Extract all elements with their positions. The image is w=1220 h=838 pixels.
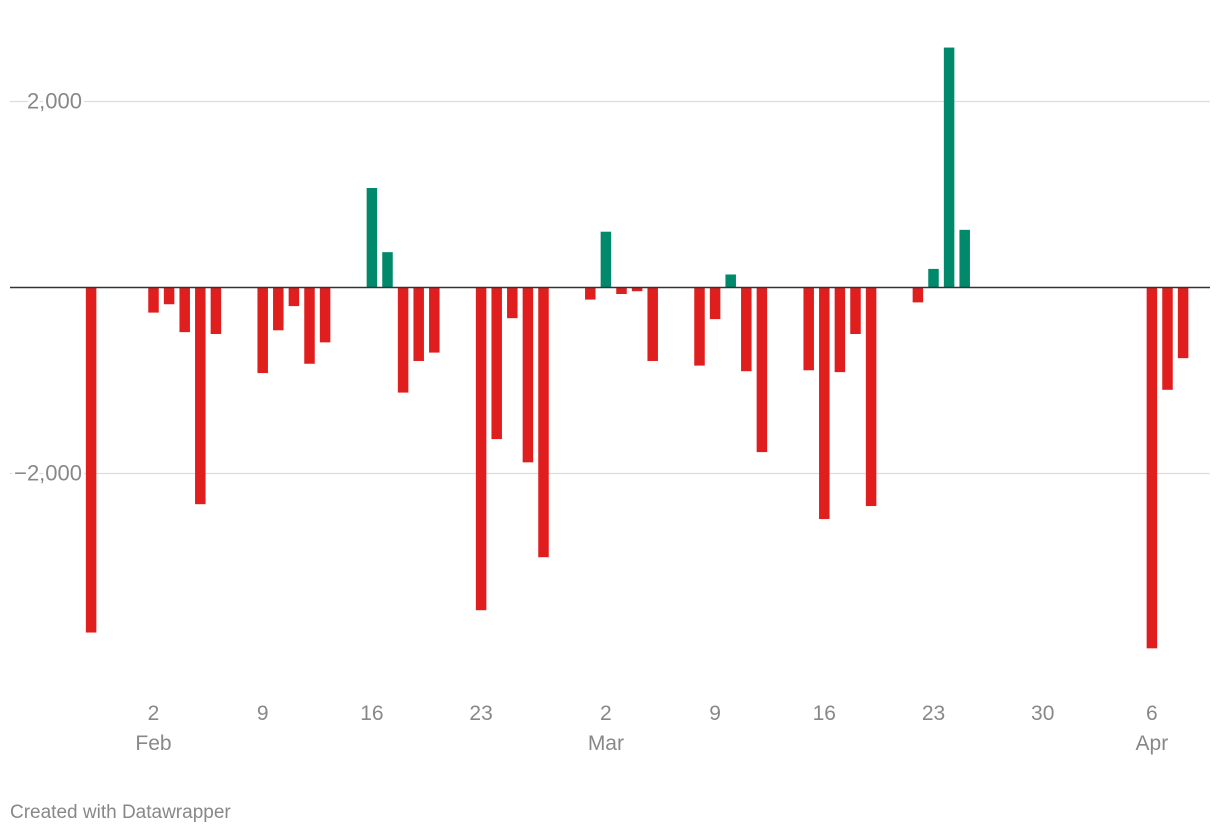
bar [304, 287, 315, 364]
bar [928, 268, 939, 288]
bar [834, 287, 846, 373]
bar [819, 287, 830, 520]
bar [943, 47, 955, 288]
bar [631, 287, 643, 292]
x-tick-label: 2 [148, 702, 160, 725]
bar [850, 287, 861, 334]
x-tick-label: 23 [922, 702, 945, 725]
bar [179, 287, 190, 333]
bar [257, 287, 268, 374]
bar [538, 287, 549, 558]
x-axis-labels: 2 Feb 9 16 23 2 Mar 9 16 23 30 6 Apr [135, 702, 1168, 755]
bar [148, 287, 159, 313]
bar [616, 287, 627, 295]
x-tick-month-label: Feb [135, 732, 171, 755]
bar [397, 287, 409, 393]
bar [694, 287, 705, 366]
bar [288, 287, 300, 307]
bar [1162, 287, 1173, 390]
bar [429, 287, 440, 353]
bar [959, 229, 970, 288]
bars [85, 47, 1189, 649]
x-tick-label: 9 [257, 702, 269, 725]
bar [319, 287, 331, 343]
bar [163, 287, 175, 305]
bar [507, 287, 518, 319]
bar [366, 187, 378, 288]
bar [725, 274, 736, 288]
bar [803, 287, 814, 371]
bar [585, 287, 596, 300]
bar [1146, 287, 1158, 649]
bar [741, 287, 752, 372]
y-axis-labels: 2,000 −2,000 [11, 86, 85, 489]
bar [85, 287, 97, 633]
bar [647, 287, 658, 361]
y-tick-label: −2,000 [14, 461, 82, 486]
x-tick-label: 6 [1146, 702, 1158, 725]
footer-credit: Created with Datawrapper [10, 802, 231, 823]
x-tick-label: 9 [709, 702, 721, 725]
bar [210, 287, 222, 334]
gridlines [10, 100, 1210, 475]
x-tick-label: 16 [813, 702, 836, 725]
x-tick-month-label: Apr [1136, 732, 1169, 755]
bar [413, 287, 424, 361]
x-tick-label: 16 [360, 702, 383, 725]
bar [475, 287, 487, 611]
x-tick-label: 23 [469, 702, 492, 725]
bar [195, 287, 206, 505]
bar [600, 231, 612, 288]
bar [912, 287, 924, 303]
bar [273, 287, 284, 331]
bar [709, 287, 721, 320]
y-tick-label: 2,000 [27, 89, 82, 114]
x-tick-label: 2 [600, 702, 612, 725]
bar [382, 252, 393, 288]
bar [865, 287, 877, 507]
x-tick-month-label: Mar [588, 732, 624, 755]
bar [522, 287, 534, 463]
bar [491, 287, 502, 440]
bar [756, 287, 768, 453]
x-tick-label: 30 [1031, 702, 1054, 725]
bar [1177, 287, 1189, 359]
